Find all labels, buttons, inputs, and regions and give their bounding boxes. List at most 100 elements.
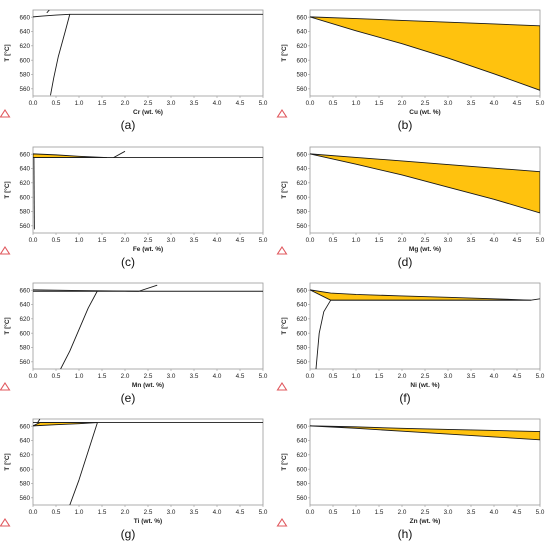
x-tick-label: 2.0 <box>398 100 407 107</box>
x-tick-label: 0.0 <box>306 509 315 516</box>
y-tick-label: 640 <box>296 166 307 173</box>
x-tick-label: 2.5 <box>144 509 153 516</box>
y-tick-label: 660 <box>296 423 307 430</box>
x-tick-label: 0.5 <box>329 509 338 516</box>
phase-boundary-line <box>113 150 126 159</box>
phase-boundary-line <box>315 299 332 369</box>
x-tick-label: 3.5 <box>467 237 476 244</box>
chart-panel-1: 0.0 0.5 1.0 1.5 2.0 2.5 3.0 3.5 4.0 4.5 5.0 560 580 6… <box>0 9 268 132</box>
y-tick-label: 580 <box>296 209 307 216</box>
y-tick-label: 640 <box>296 29 307 36</box>
y-tick-label: 640 <box>296 302 307 309</box>
x-tick-label: 2.0 <box>398 509 407 516</box>
y-tick-label: 640 <box>19 29 30 36</box>
x-tick-label: 4.0 <box>213 237 222 244</box>
x-tick-label: 5.0 <box>259 373 268 380</box>
y-axis-label: T [°C] <box>280 453 288 470</box>
x-tick-label: 3.0 <box>167 100 176 107</box>
x-tick-label: 4.5 <box>236 237 245 244</box>
chart-panel-8: 0.0 0.5 1.0 1.5 2.0 2.5 3.0 3.5 4.0 4.5 5.0 560 580 6… <box>276 418 545 541</box>
phase-boundary-line <box>46 10 50 14</box>
y-tick-label: 660 <box>296 151 307 158</box>
panel-label: (h) <box>398 527 413 541</box>
y-tick-label: 580 <box>19 481 30 488</box>
x-tick-label: 4.0 <box>490 100 499 107</box>
y-axis-label: T [°C] <box>3 453 11 470</box>
y-tick-label: 620 <box>19 180 30 187</box>
y-tick-label: 560 <box>19 223 30 230</box>
x-tick-label: 2.0 <box>121 509 130 516</box>
x-tick-label: 1.5 <box>98 237 107 244</box>
x-axis-label: Ni (wt. %) <box>410 382 439 389</box>
y-axis-label: T [°C] <box>3 181 11 198</box>
y-tick-label: 600 <box>296 330 307 337</box>
x-tick-label: 0.0 <box>29 100 38 107</box>
x-tick-label: 0.5 <box>329 237 338 244</box>
x-tick-label: 4.0 <box>213 100 222 107</box>
phase-boundary-line <box>33 13 263 18</box>
x-tick-label: 4.5 <box>236 509 245 516</box>
x-axis-label: Cu (wt. %) <box>409 109 440 116</box>
x-tick-label: 5.0 <box>259 509 268 516</box>
x-tick-label: 0.5 <box>52 373 61 380</box>
x-tick-label: 4.5 <box>513 237 522 244</box>
y-tick-label: 620 <box>19 316 30 323</box>
x-tick-label: 2.0 <box>121 100 130 107</box>
x-tick-label: 4.0 <box>213 509 222 516</box>
x-tick-label: 3.0 <box>167 237 176 244</box>
panel-label: (f) <box>399 391 410 405</box>
y-tick-label: 640 <box>19 166 30 173</box>
software-logo-icon <box>0 245 11 255</box>
phase-boundary-line <box>60 290 98 369</box>
y-tick-label: 660 <box>19 151 30 158</box>
phase-boundary-line <box>530 298 540 301</box>
x-axis-label: Ti (wt. %) <box>134 518 162 525</box>
x-tick-label: 2.5 <box>421 509 430 516</box>
plot-area <box>310 153 540 214</box>
x-tick-label: 4.5 <box>513 100 522 107</box>
y-tick-label: 580 <box>19 72 30 79</box>
x-tick-label: 3.0 <box>444 373 453 380</box>
chart-panel-7: 0.0 0.5 1.0 1.5 2.0 2.5 3.0 3.5 4.0 4.5 5.0 560 580 6… <box>0 418 268 541</box>
panel-label: (g) <box>121 527 136 541</box>
x-tick-label: 5.0 <box>259 100 268 107</box>
x-tick-label: 2.0 <box>121 373 130 380</box>
two-phase-region <box>310 153 540 214</box>
y-tick-label: 620 <box>296 180 307 187</box>
x-tick-label: 4.0 <box>490 509 499 516</box>
x-tick-label: 0.0 <box>29 373 38 380</box>
y-axis-label: T [°C] <box>280 181 288 198</box>
x-tick-label: 1.0 <box>75 509 84 516</box>
x-tick-label: 0.5 <box>52 509 61 516</box>
y-tick-label: 660 <box>296 287 307 294</box>
y-tick-label: 580 <box>19 345 30 352</box>
x-axis-label: Mg (wt. %) <box>409 246 441 253</box>
plot-area <box>33 10 263 96</box>
x-axis-label: Zn (wt. %) <box>410 518 441 525</box>
x-tick-label: 5.0 <box>259 237 268 244</box>
software-logo-icon <box>0 517 11 527</box>
x-tick-label: 3.0 <box>167 373 176 380</box>
x-tick-label: 3.0 <box>444 237 453 244</box>
x-tick-label: 3.5 <box>467 100 476 107</box>
y-tick-label: 600 <box>296 466 307 473</box>
x-tick-label: 0.0 <box>29 237 38 244</box>
x-tick-label: 1.0 <box>75 373 84 380</box>
y-tick-label: 580 <box>296 72 307 79</box>
x-tick-label: 4.5 <box>236 373 245 380</box>
y-tick-label: 560 <box>296 359 307 366</box>
x-tick-label: 1.0 <box>75 237 84 244</box>
y-tick-label: 560 <box>296 495 307 502</box>
x-tick-label: 4.5 <box>236 100 245 107</box>
x-tick-label: 3.5 <box>467 509 476 516</box>
phase-boundary-line <box>69 422 98 505</box>
y-tick-label: 600 <box>19 57 30 64</box>
y-tick-label: 560 <box>19 495 30 502</box>
x-tick-label: 0.0 <box>29 509 38 516</box>
plot-frame <box>32 418 264 506</box>
software-logo-icon <box>276 245 288 255</box>
plot-frame <box>32 146 264 234</box>
x-axis-label: Cr (wt. %) <box>133 109 163 116</box>
x-tick-label: 1.0 <box>352 100 361 107</box>
panel-label: (e) <box>121 391 136 405</box>
